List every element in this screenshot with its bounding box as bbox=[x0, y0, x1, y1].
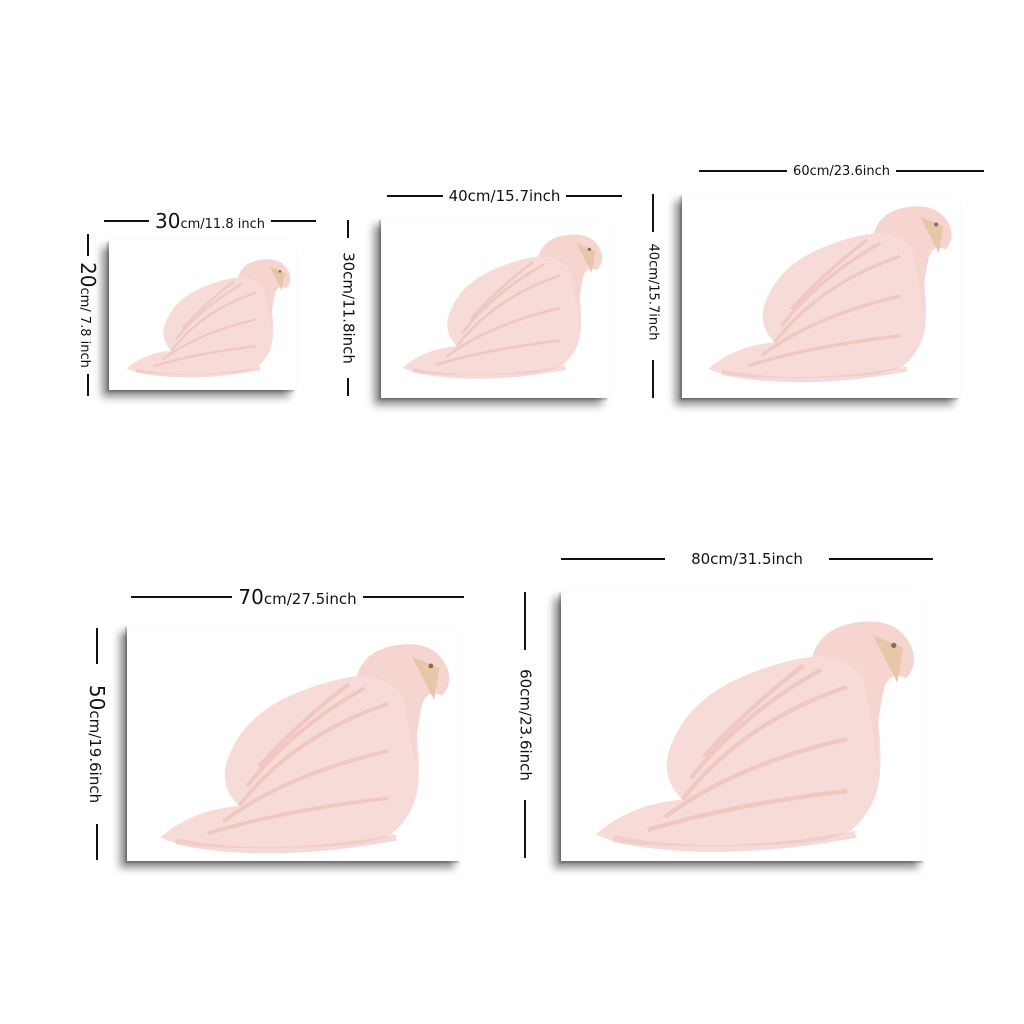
height-number: 20 bbox=[76, 262, 100, 288]
width-unit: cm/27.5inch bbox=[263, 590, 357, 608]
width-dimension: 60cm/23.6inch bbox=[699, 162, 985, 180]
width-dimension: 80cm/31.5inch bbox=[561, 549, 934, 569]
width-number: 70 bbox=[238, 585, 264, 609]
width-dimension: 30cm/11.8 inch bbox=[104, 210, 316, 232]
width-unit: cm/11.8 inch bbox=[180, 217, 265, 232]
width-dimension: 70cm/27.5inch bbox=[131, 585, 465, 609]
canvas-40x30 bbox=[381, 218, 609, 398]
width-unit: 60cm/23.6inch bbox=[793, 163, 890, 179]
height-unit: cm/19.6inch bbox=[86, 710, 104, 804]
width-dimension: 40cm/15.7inch bbox=[387, 186, 623, 206]
canvas-60x40 bbox=[682, 194, 960, 398]
height-dimension: 60cm/23.6inch bbox=[514, 592, 536, 858]
canvas-70x50 bbox=[127, 625, 461, 861]
swan-illustration bbox=[561, 591, 925, 861]
swan-illustration bbox=[127, 625, 461, 861]
height-dimension: 30cm/11.8inch bbox=[337, 220, 359, 396]
width-unit: 40cm/15.7inch bbox=[448, 186, 561, 205]
height-dimension: 40cm/15.7inch bbox=[642, 194, 664, 398]
swan-illustration bbox=[682, 194, 960, 398]
swan-illustration bbox=[381, 218, 609, 398]
canvas-80x60 bbox=[561, 591, 925, 861]
width-unit: 80cm/31.5inch bbox=[691, 549, 803, 568]
height-unit: 30cm/11.8inch bbox=[339, 252, 358, 364]
height-dimension: 20cm/ 7.8 inch bbox=[76, 234, 100, 396]
height-dimension: 50cm/19.6inch bbox=[84, 628, 110, 860]
width-number: 30 bbox=[155, 209, 181, 233]
height-number: 50 bbox=[85, 684, 109, 711]
height-unit: cm/ 7.8 inch bbox=[77, 287, 92, 368]
canvas-30x20 bbox=[109, 240, 296, 390]
swan-illustration bbox=[125, 257, 293, 378]
height-unit: 60cm/23.6inch bbox=[516, 669, 535, 781]
height-unit: 40cm/15.7inch bbox=[645, 243, 661, 341]
